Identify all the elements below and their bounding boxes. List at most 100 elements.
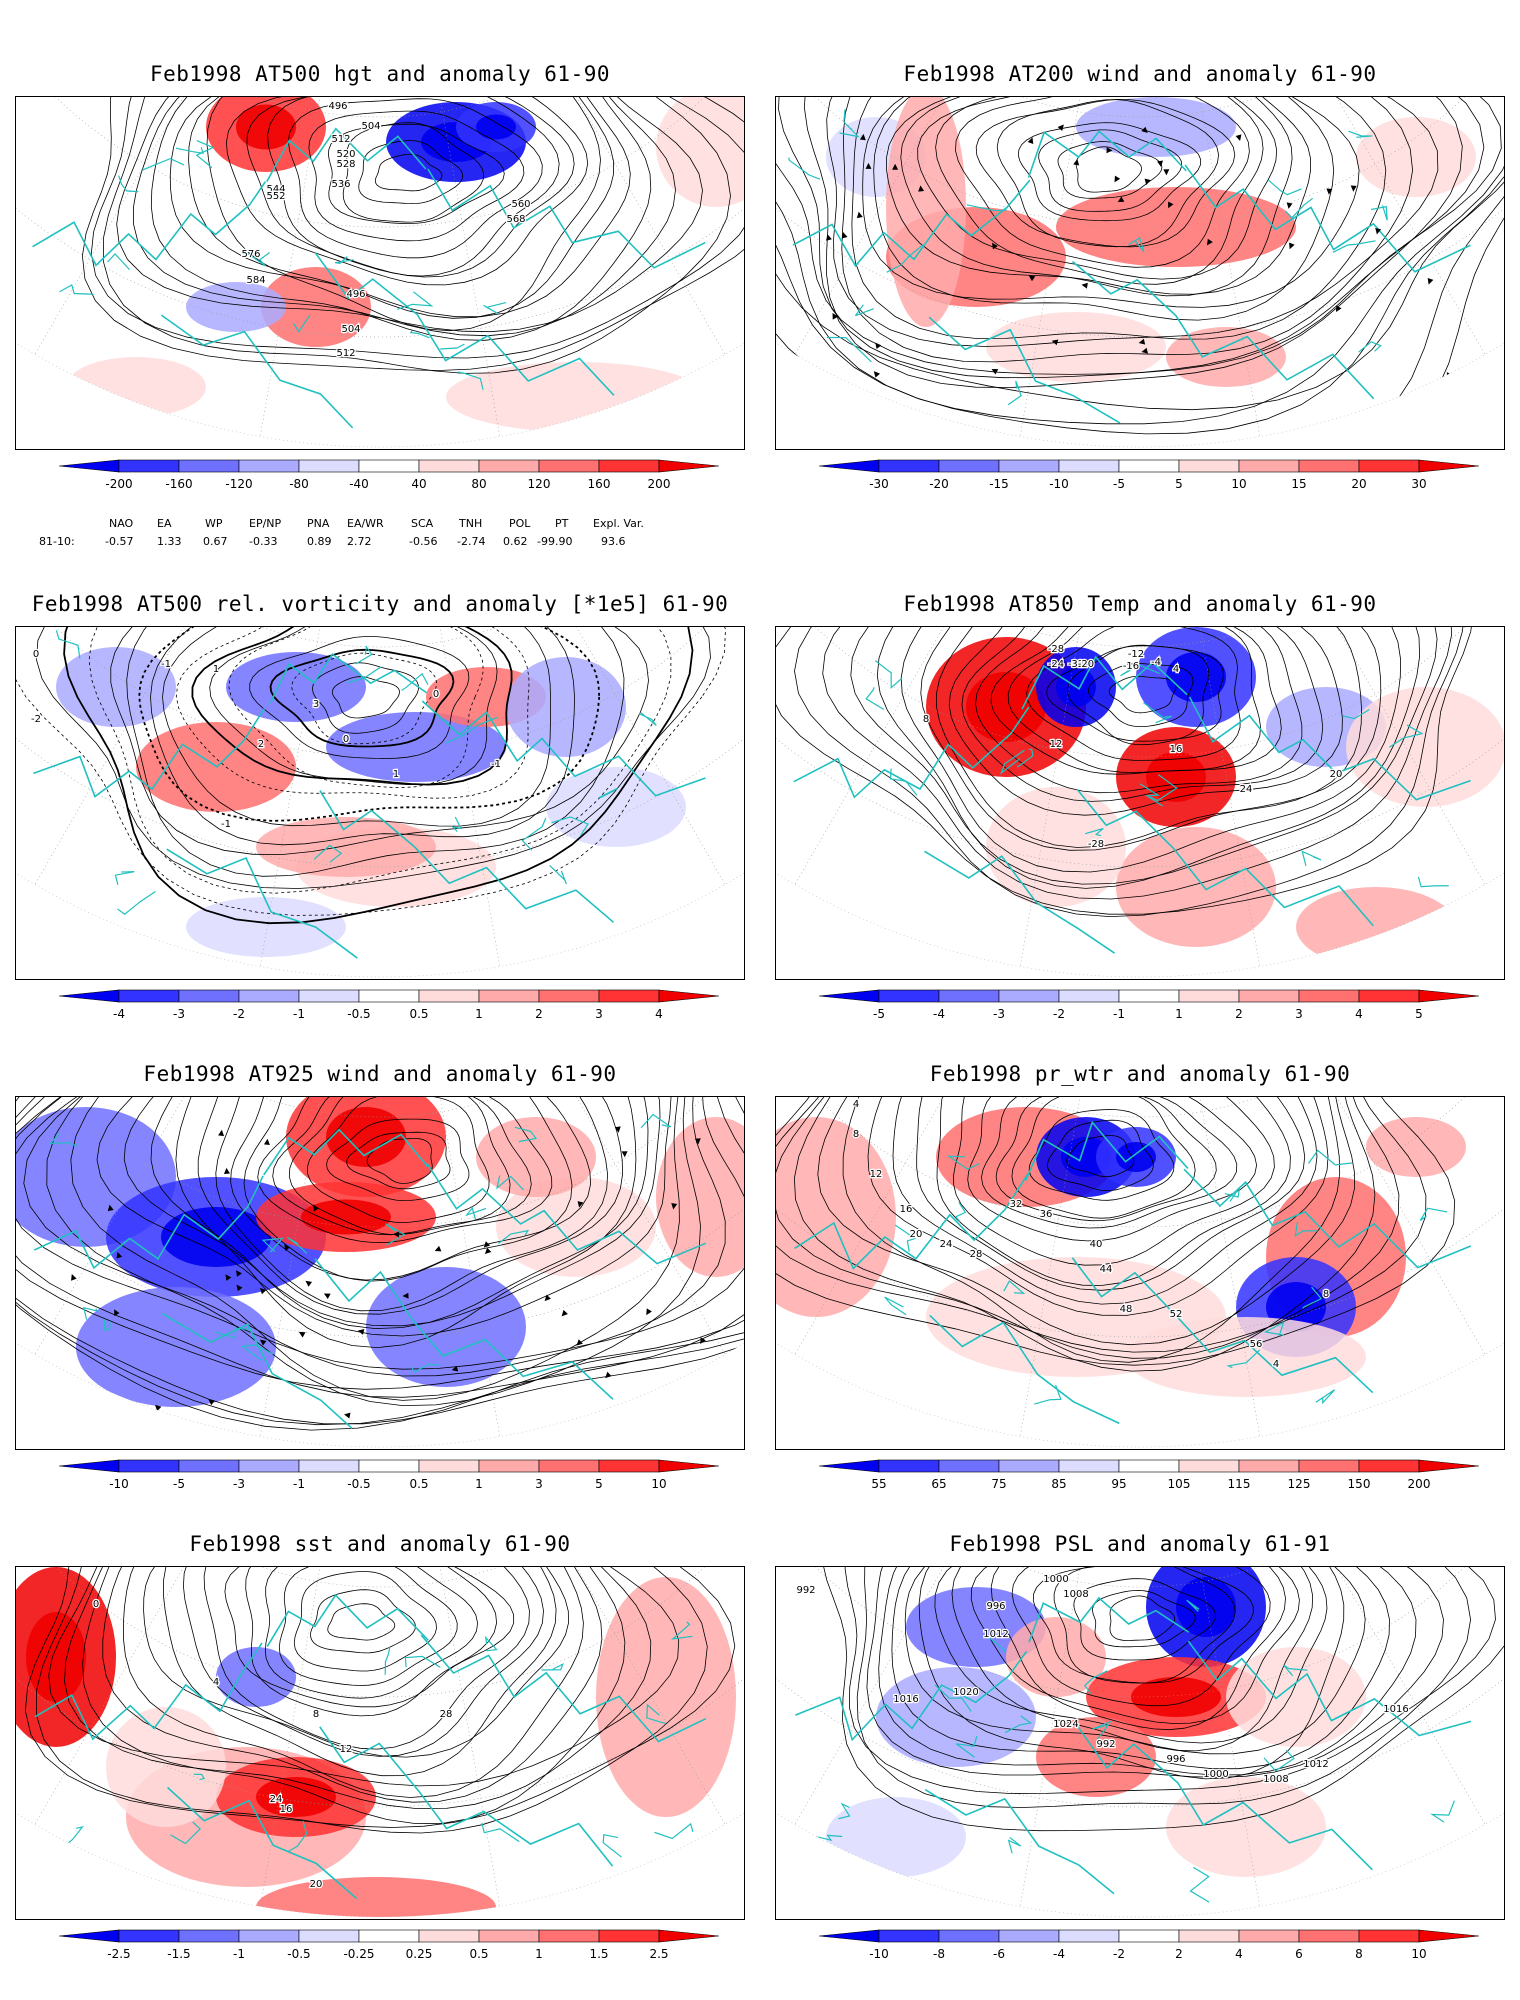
colorbar-tick-label: 65 <box>931 1477 946 1491</box>
index-value-4: 0.89 <box>307 535 332 548</box>
anomaly-shading <box>186 897 346 957</box>
contour-line <box>63 627 694 925</box>
contour-line <box>243 1097 573 1282</box>
panel-title: Feb1998 AT925 wind and anomaly 61-90 <box>143 1062 617 1086</box>
border-line <box>654 1822 694 1840</box>
contour-label: 24 <box>270 1794 283 1805</box>
anomaly-core <box>301 1199 391 1235</box>
colorbar-segment <box>1118 1459 1180 1473</box>
anomaly-core <box>26 1612 86 1702</box>
colorbar-segment <box>878 1459 940 1473</box>
contour-line <box>82 1567 626 1824</box>
contour-label: -32 <box>1068 659 1084 670</box>
colorbar-segment <box>878 1929 940 1943</box>
coastline <box>1021 655 1188 710</box>
colorbar-segment <box>1418 1459 1479 1473</box>
streamline-arrow <box>225 1274 232 1281</box>
border-line <box>1149 774 1178 802</box>
contour-line <box>230 1097 592 1281</box>
contour-line <box>891 1567 1390 1770</box>
contour-line <box>886 97 1311 295</box>
index-header-9: PT <box>555 517 569 530</box>
streamline-arrow <box>859 133 866 141</box>
colorbar-tick-label: 3 <box>595 1007 603 1021</box>
colorbar-segment <box>238 1459 300 1473</box>
colorbar-tick-label: 95 <box>1111 1477 1126 1491</box>
panel-title: Feb1998 pr_wtr and anomaly 61-90 <box>929 1062 1351 1086</box>
colorbar-segment <box>1238 1459 1300 1473</box>
colorbar-tick-label: 3 <box>535 1477 543 1491</box>
anomaly-shading <box>656 1117 744 1277</box>
colorbar-tick-label: -2 <box>233 1007 245 1021</box>
contour-line <box>162 627 551 827</box>
contour-label: 20 <box>310 1879 323 1890</box>
border-line <box>1007 1836 1022 1854</box>
contour-line <box>96 1097 672 1337</box>
colorbar-tick-label: 1 <box>1175 1007 1183 1021</box>
colorbar-tick-label: -1 <box>1113 1007 1125 1021</box>
streamline-arrow <box>1141 126 1148 133</box>
streamline-arrow <box>614 1126 621 1133</box>
contour-line <box>967 1097 1258 1242</box>
colorbar-segment <box>658 1459 719 1473</box>
contour-label: -4 <box>1151 657 1161 668</box>
colorbar-segment <box>118 459 180 473</box>
coastline <box>161 1312 353 1429</box>
contour-line <box>16 1097 744 1426</box>
colorbar-segment <box>238 459 300 473</box>
contour-line <box>278 1567 458 1686</box>
coastline <box>1071 260 1375 400</box>
border-line <box>1315 1389 1336 1405</box>
colorbar-tick-label: 1 <box>475 1007 483 1021</box>
colorbar-tick-label: 0.5 <box>469 1947 488 1961</box>
colorbar-segment <box>298 459 360 473</box>
contour-line <box>975 98 1236 248</box>
index-value-3: -0.33 <box>249 535 278 548</box>
colorbar-tick-label: -5 <box>1113 477 1125 491</box>
anomaly-shading <box>876 1667 1036 1767</box>
contour-line <box>936 1097 1291 1286</box>
contour-label: 512 <box>331 134 350 145</box>
border-line <box>1186 1599 1200 1612</box>
contour-line <box>817 1097 1355 1346</box>
streamline-arrow <box>991 242 998 250</box>
contour-line <box>856 1567 1472 1808</box>
map-hgt500: 496 504 512 520 528 536 544 552 560 568 576 584 496 5… <box>15 96 745 450</box>
border-line <box>445 716 498 744</box>
streamline-arrow <box>1051 339 1059 346</box>
border-line <box>886 244 924 273</box>
contour-line <box>1032 1567 1254 1684</box>
streamline-arrow <box>1144 178 1151 186</box>
contour-label: -28 <box>1048 644 1064 655</box>
colorbar-tick-label: -0.5 <box>287 1947 310 1961</box>
contour-line <box>327 1603 396 1641</box>
contour-label: 44 <box>1100 1264 1113 1275</box>
colorbar-segment <box>178 1459 240 1473</box>
colorbar-tick-label: -15 <box>989 477 1009 491</box>
index-header-2: WP <box>205 517 223 530</box>
coastline <box>420 1634 707 1743</box>
colorbar-segment <box>298 989 360 1003</box>
contour-line <box>110 627 649 855</box>
border-line <box>602 1833 622 1858</box>
contour-line <box>182 1567 544 1757</box>
contour-line <box>996 99 1220 248</box>
streamline-arrow <box>223 1167 230 1175</box>
colorbar-tick-label: 5 <box>595 1477 603 1491</box>
border-line <box>1189 1866 1210 1903</box>
anomaly-shading <box>886 97 966 327</box>
contour-line <box>917 97 1278 280</box>
contour-line <box>293 1571 437 1672</box>
anomaly-shading <box>826 1797 966 1877</box>
colorbar-segment <box>1058 1459 1120 1473</box>
colorbar-segment <box>819 1929 880 1943</box>
index-value-10: 93.6 <box>601 535 626 548</box>
colorbar-tick-label: 10 <box>1411 1947 1426 1961</box>
contour-line <box>81 97 744 371</box>
contour-line <box>920 627 1382 851</box>
contour-line <box>175 627 530 799</box>
contour-line <box>138 627 601 822</box>
contour-label: 4 <box>853 1099 859 1110</box>
